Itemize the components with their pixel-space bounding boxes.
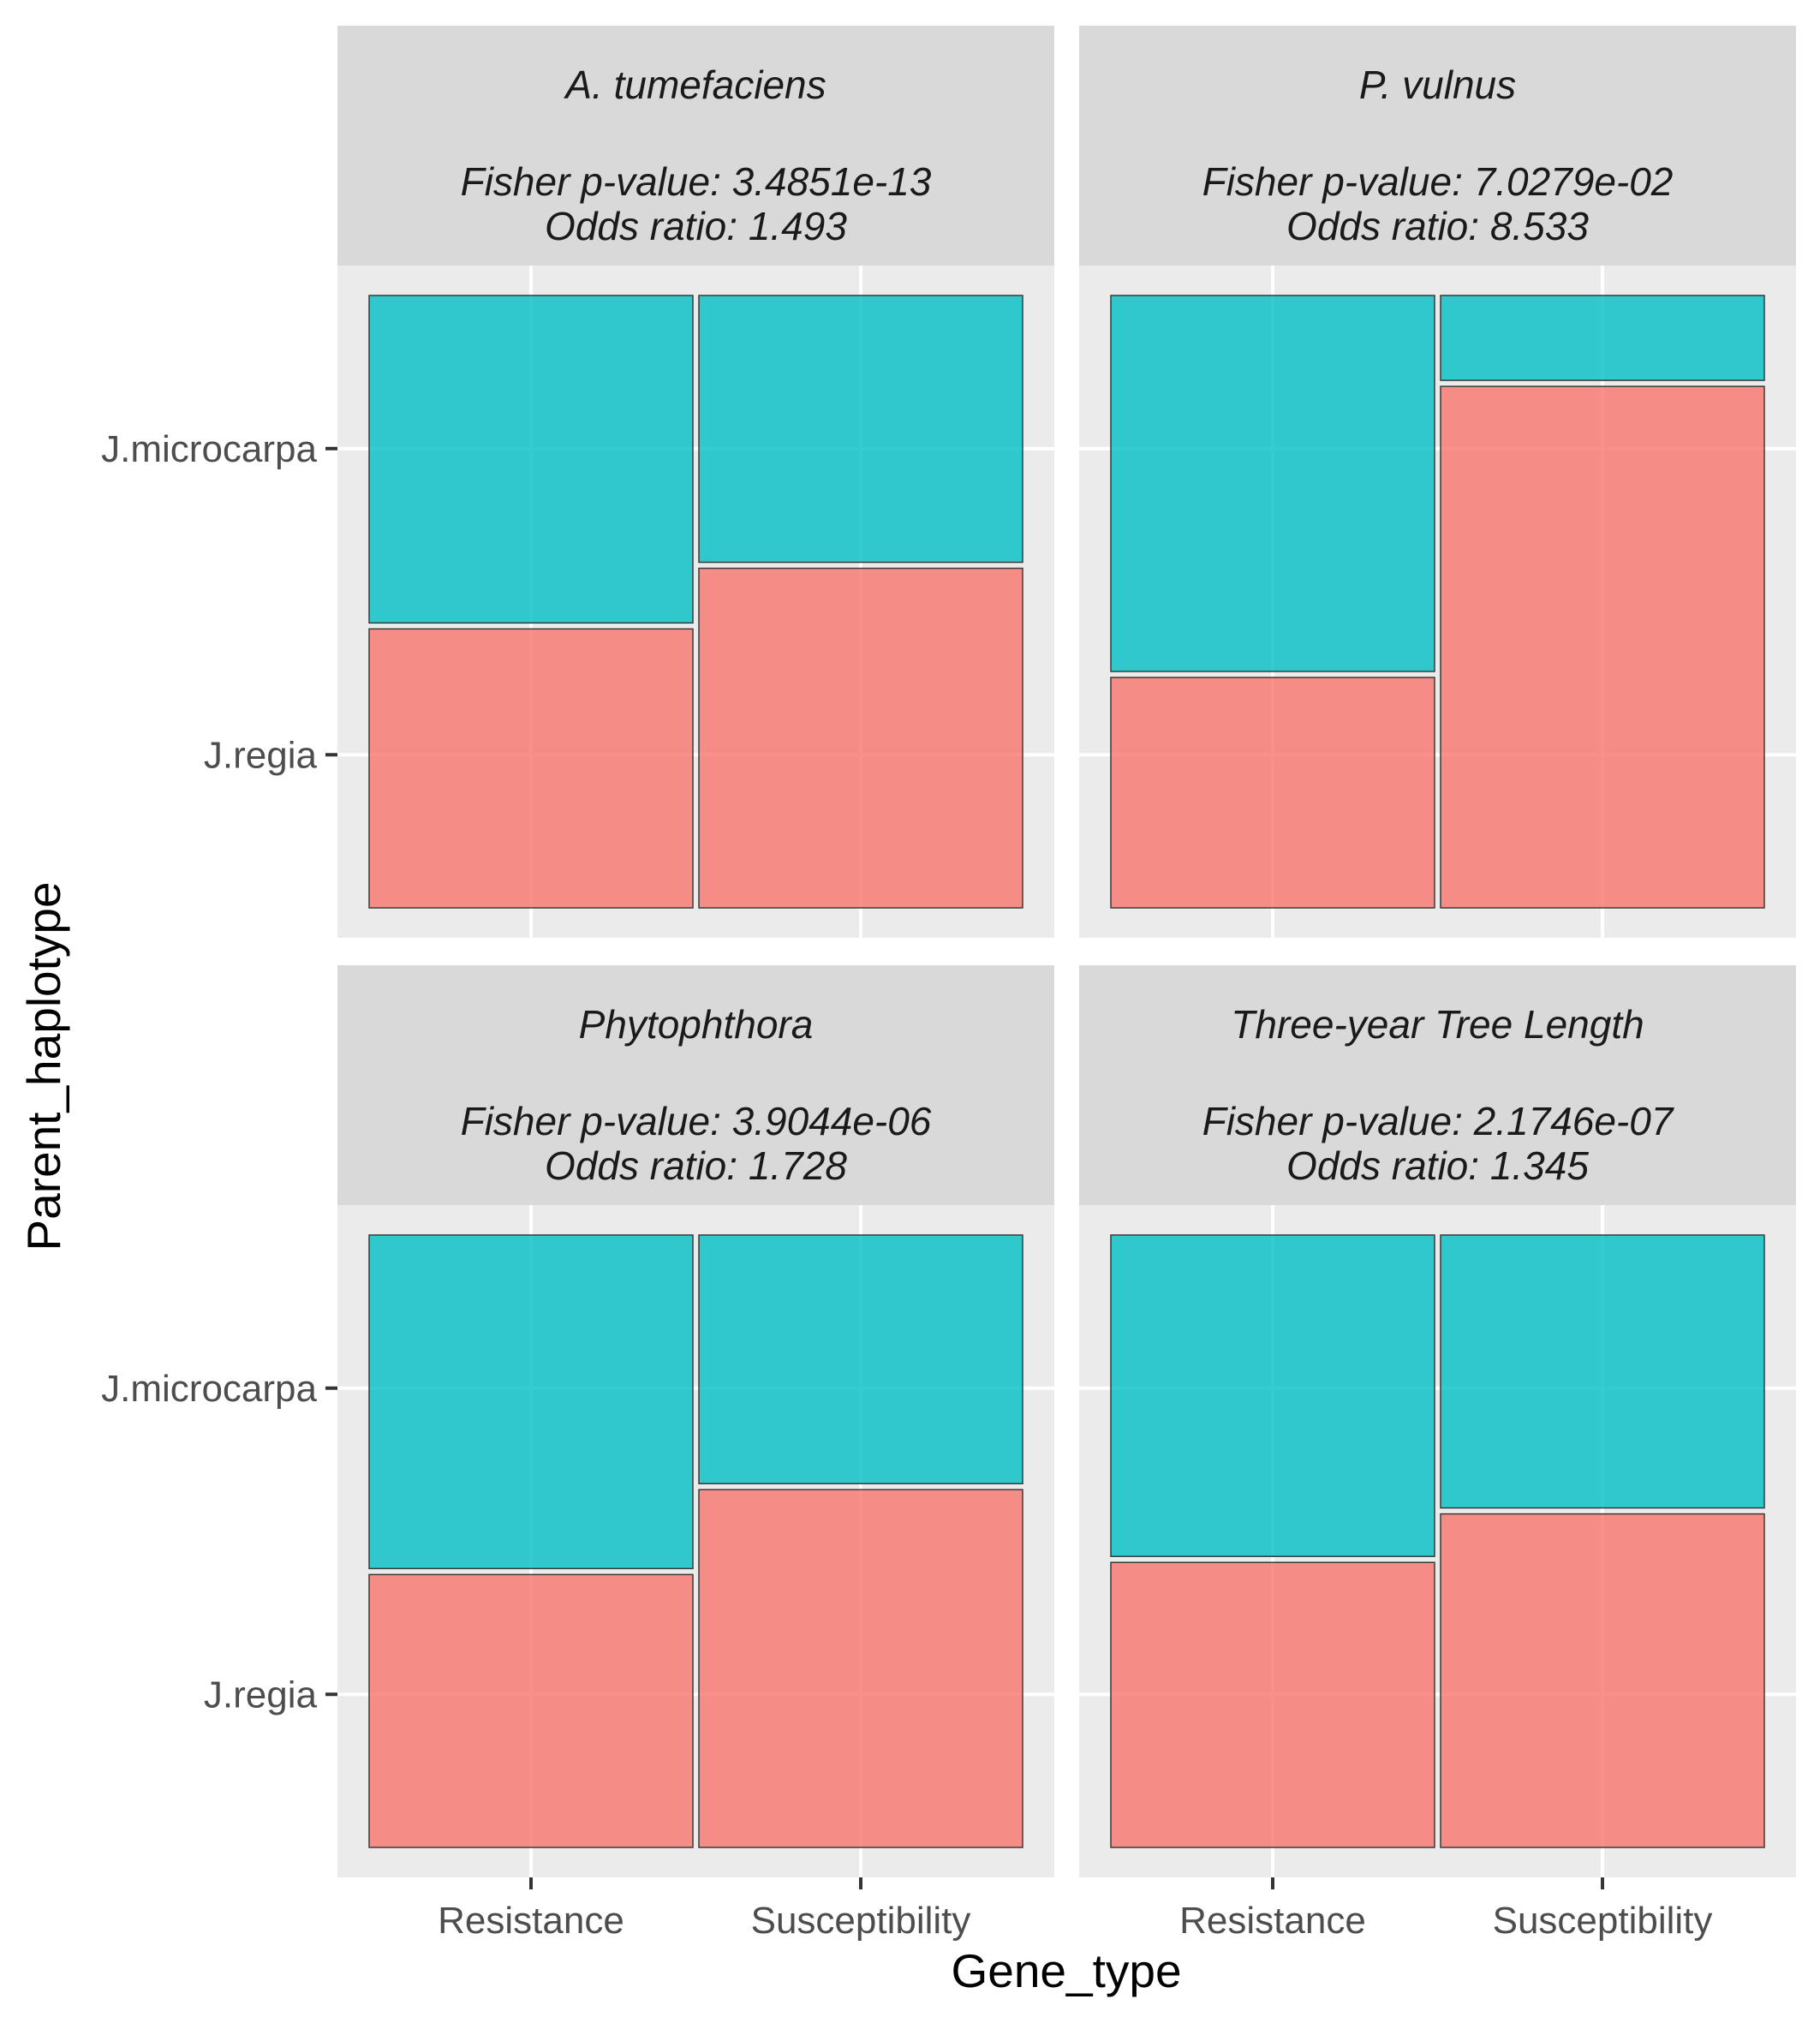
- tile-p-vulnus-resistance-j-regia: [1110, 677, 1435, 909]
- axes: J.regia J.microcarpa J.regia J.microcarpa Re…: [101, 428, 1712, 1942]
- facet-p-value-p-vulnus: Fisher p-value: 7.0279e-02: [1202, 159, 1674, 204]
- facet-p-value-three-year-tree-length: Fisher p-value: 2.1746e-07: [1202, 1099, 1674, 1143]
- facet-title-phytophthora: Phytophthora: [579, 1002, 814, 1047]
- tile-phytophthora-resistance-j-regia: [368, 1573, 694, 1848]
- x-axis-title: Gene_type: [951, 1944, 1181, 1997]
- facet-panel-p-vulnus: P. vulnus Fisher p-value: 7.0279e-02Odds …: [1079, 26, 1796, 938]
- facet-strip-phytophthora: [337, 965, 1054, 1205]
- x-tick-label-susceptibility: Susceptibility: [751, 1900, 971, 1942]
- tile-phytophthora-susceptibility-j-microcarpa: [698, 1234, 1023, 1485]
- facet-odds-ratio-phytophthora: Odds ratio: 1.728: [545, 1143, 847, 1188]
- facet-title-a-tumefaciens: A. tumefaciens: [563, 63, 826, 107]
- y-tick-label-j-microcarpa: J.microcarpa: [101, 428, 317, 470]
- facet-panel-phytophthora: Phytophthora Fisher p-value: 3.9044e-06Od…: [337, 965, 1054, 1877]
- tile-a-tumefaciens-resistance-j-microcarpa: [368, 295, 694, 624]
- tile-phytophthora-resistance-j-microcarpa: [368, 1234, 694, 1570]
- tile-p-vulnus-susceptibility-j-microcarpa: [1440, 295, 1765, 381]
- facet-p-value-a-tumefaciens: Fisher p-value: 3.4851e-13: [461, 159, 932, 204]
- tile-p-vulnus-susceptibility-j-regia: [1440, 385, 1765, 909]
- facet-p-value-phytophthora: Fisher p-value: 3.9044e-06: [461, 1099, 932, 1143]
- facet-title-three-year-tree-length: Three-year Tree Length: [1231, 1002, 1644, 1047]
- x-tick-label-resistance: Resistance: [1179, 1900, 1366, 1942]
- facet-strip-a-tumefaciens: [337, 26, 1054, 266]
- tile-phytophthora-susceptibility-j-regia: [698, 1489, 1023, 1848]
- tile-p-vulnus-resistance-j-microcarpa: [1110, 295, 1435, 672]
- y-tick-label-j-regia: J.regia: [204, 734, 318, 776]
- y-tick-label-j-microcarpa: J.microcarpa: [101, 1368, 317, 1410]
- x-tick-label-susceptibility: Susceptibility: [1493, 1900, 1713, 1942]
- tile-three-year-tree-length-resistance-j-microcarpa: [1110, 1234, 1435, 1557]
- facet-odds-ratio-a-tumefaciens: Odds ratio: 1.493: [545, 204, 847, 248]
- tile-a-tumefaciens-susceptibility-j-microcarpa: [698, 295, 1023, 564]
- tile-three-year-tree-length-susceptibility-j-regia: [1440, 1513, 1765, 1848]
- y-axis-title: Parent_haplotype: [17, 881, 70, 1250]
- facet-panel-a-tumefaciens: A. tumefaciens Fisher p-value: 3.4851e-13…: [337, 26, 1054, 938]
- x-tick-label-resistance: Resistance: [438, 1900, 624, 1942]
- facet-panel-three-year-tree-length: Three-year Tree Length Fisher p-value: 2.…: [1079, 965, 1796, 1877]
- y-tick-label-j-regia: J.regia: [204, 1674, 318, 1716]
- facet-odds-ratio-three-year-tree-length: Odds ratio: 1.345: [1286, 1143, 1589, 1188]
- facet-title-p-vulnus: P. vulnus: [1359, 63, 1516, 107]
- facet-odds-ratio-p-vulnus: Odds ratio: 8.533: [1286, 204, 1589, 248]
- tile-three-year-tree-length-susceptibility-j-microcarpa: [1440, 1234, 1765, 1509]
- facet-strip-p-vulnus: [1079, 26, 1796, 266]
- facet-strip-three-year-tree-length: [1079, 965, 1796, 1205]
- tile-three-year-tree-length-resistance-j-regia: [1110, 1561, 1435, 1848]
- tile-a-tumefaciens-susceptibility-j-regia: [698, 567, 1023, 909]
- facet-panels: A. tumefaciens Fisher p-value: 3.4851e-13…: [337, 26, 1796, 1877]
- tile-a-tumefaciens-resistance-j-regia: [368, 628, 694, 909]
